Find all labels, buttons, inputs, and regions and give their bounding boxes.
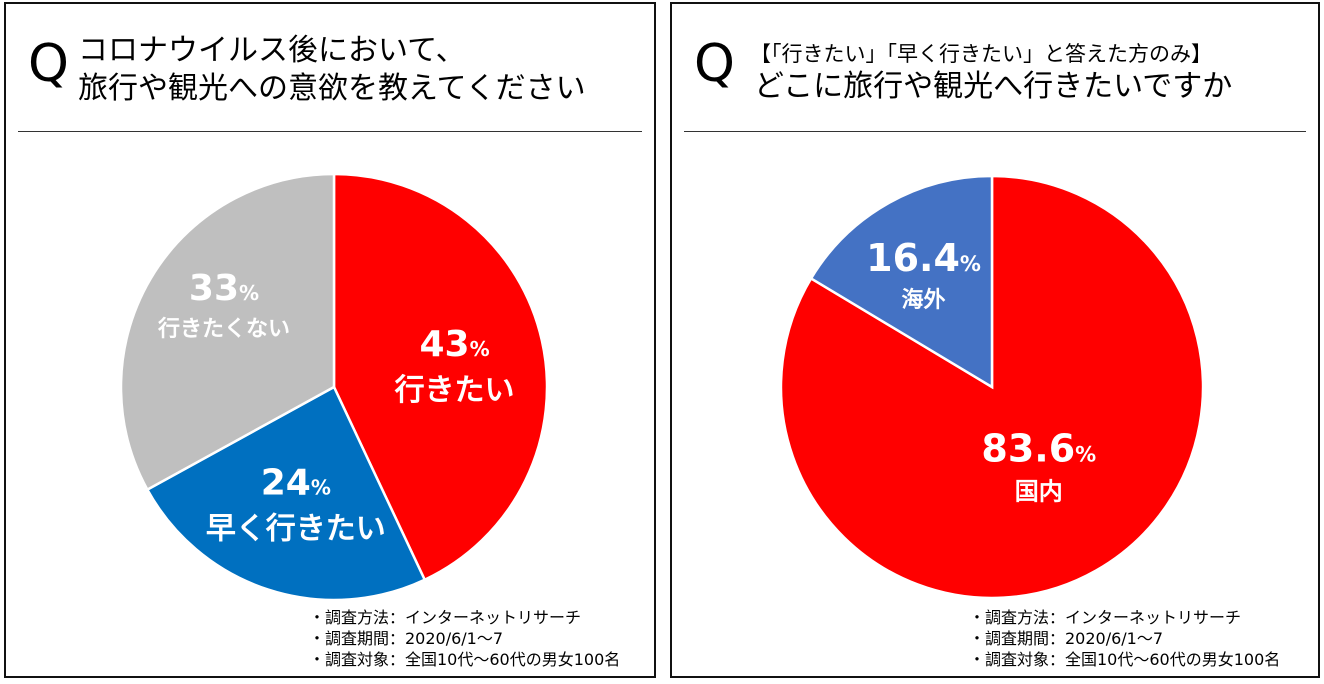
question-title-line-1: どこに旅行や観光へ行きたいですか	[754, 69, 1233, 104]
survey-method-note: ・調査方法：インターネットリサーチ	[969, 608, 1242, 627]
chart-panel-destination: Q 【「行きたい」「早く行きたい」と答えた方のみ】 どこに旅行や観光へ行きたいで…	[670, 2, 1320, 678]
pie-chart-travel-intent: 43% 行きたい 24% 早く行きたい 33% 行きたくない	[119, 172, 549, 602]
question-subtitle: 【「行きたい」「早く行きたい」と答えた方のみ】	[750, 42, 1212, 66]
question-title-line-2: 旅行や観光への意欲を教えてください	[78, 71, 586, 106]
slice-category-label: 海外	[902, 287, 946, 313]
question-mark: Q	[28, 34, 69, 94]
slice-value-label: 33%	[189, 268, 259, 309]
survey-method-note: ・調査方法：インターネットリサーチ	[309, 608, 582, 627]
title-divider	[18, 131, 642, 132]
slice-category-label: 行きたくない	[157, 316, 290, 342]
slice-value-label: 83.6%	[981, 427, 1096, 471]
slice-value-label: 16.4%	[866, 236, 981, 280]
chart-panel-travel-intent: Q コロナウイルス後において、 旅行や観光への意欲を教えてください 43% 行きた…	[4, 2, 656, 678]
pie-slice	[809, 174, 994, 390]
question-title-line-1: コロナウイルス後において、	[78, 33, 466, 68]
slice-category-label: 国内	[1015, 478, 1063, 506]
survey-period-note: ・調査期間：2020/6/1～7	[969, 629, 1164, 648]
slice-category-label: 行きたい	[394, 373, 515, 408]
question-mark: Q	[694, 34, 735, 94]
pie-chart-destination: 83.6% 国内 16.4% 海外	[779, 174, 1205, 600]
slice-value-label: 43%	[419, 324, 489, 365]
slice-value-label: 24%	[261, 462, 331, 503]
slice-category-label: 早く行きたい	[206, 511, 386, 546]
survey-notes: ・調査方法：インターネットリサーチ ・調査期間：2020/6/1～7 ・調査対象…	[969, 607, 1280, 670]
survey-target-note: ・調査対象：全国10代～60代の男女100名	[309, 650, 621, 669]
pie-slice	[332, 172, 549, 582]
pie-slice	[119, 172, 336, 492]
title-divider	[684, 131, 1306, 132]
survey-notes: ・調査方法：インターネットリサーチ ・調査期間：2020/6/1～7 ・調査対象…	[309, 607, 620, 670]
pie-slice	[145, 385, 427, 602]
survey-target-note: ・調査対象：全国10代～60代の男女100名	[969, 650, 1281, 669]
survey-period-note: ・調査期間：2020/6/1～7	[309, 629, 504, 648]
